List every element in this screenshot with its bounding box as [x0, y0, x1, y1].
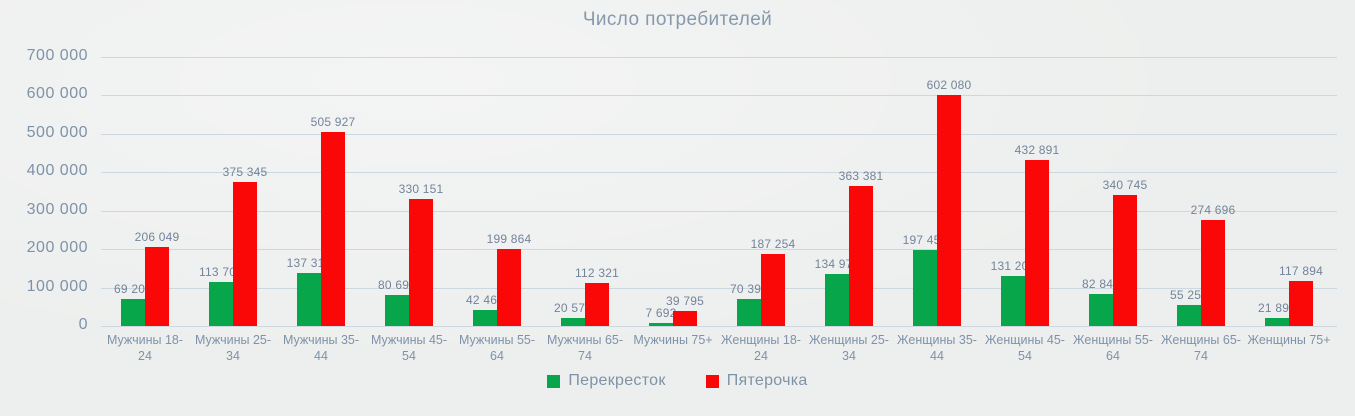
- bar-pyaterochka: [673, 310, 697, 326]
- value-label-pyaterochka: 274 696: [1190, 203, 1236, 218]
- value-label-perekrestok: 42 466: [466, 292, 504, 307]
- bar-perekrestok: [913, 250, 937, 326]
- legend-item-perekrestok: Перекресток: [547, 372, 665, 390]
- value-label-perekrestok: 20 576: [554, 301, 592, 316]
- value-label-perekrestok: 55 251: [1170, 287, 1208, 302]
- bar-pyaterochka: [1201, 220, 1225, 326]
- value-label-perekrestok: 80 695: [378, 277, 416, 292]
- bar-perekrestok: [1177, 304, 1201, 326]
- value-label-pyaterochka: 375 345: [222, 164, 268, 179]
- value-label-perekrestok: 70 398: [730, 281, 768, 296]
- bar-perekrestok: [473, 309, 497, 326]
- value-label-perekrestok: 197 450: [902, 233, 948, 248]
- x-axis-category-label: Женщины 35-44: [897, 333, 977, 364]
- legend: Перекресток Пятерочка: [0, 372, 1355, 390]
- bar-perekrestok: [1001, 275, 1025, 326]
- gridline: [101, 326, 1337, 327]
- x-axis-category-label: Мужчины 35-44: [282, 333, 360, 364]
- gridline: [101, 172, 1337, 174]
- bar-pyaterochka: [145, 246, 169, 326]
- value-label-perekrestok: 137 316: [286, 256, 332, 271]
- bar-pyaterochka: [321, 131, 345, 326]
- gridline: [101, 133, 1337, 135]
- bar-pyaterochka: [937, 94, 961, 326]
- value-label-pyaterochka: 602 080: [926, 77, 972, 92]
- bar-perekrestok: [385, 294, 409, 326]
- chart-title: Число потребителей: [582, 9, 773, 30]
- bar-perekrestok: [825, 274, 849, 326]
- bar-perekrestok: [737, 298, 761, 326]
- value-label-perekrestok: 21 899: [1258, 300, 1296, 315]
- value-label-perekrestok: 134 973: [814, 257, 860, 272]
- value-label-pyaterochka: 363 381: [838, 169, 884, 184]
- gridline: [101, 95, 1337, 97]
- x-axis-category-label: Мужчины 55-64: [458, 333, 536, 364]
- value-label-pyaterochka: 117 894: [1279, 263, 1323, 278]
- bar-perekrestok: [297, 273, 321, 326]
- x-axis-category-label: Женщины 45-54: [985, 333, 1065, 364]
- y-axis-tick-label: 100 000: [26, 277, 88, 295]
- legend-label-perekrestok: Перекресток: [568, 372, 666, 389]
- y-axis-tick-label: 0: [78, 316, 88, 333]
- value-label-perekrestok: 82 846: [1082, 277, 1120, 292]
- bar-perekrestok: [1089, 294, 1113, 326]
- legend-swatch-perekrestok: [547, 374, 561, 388]
- y-axis-tick-label: 600 000: [26, 85, 88, 103]
- x-axis-category-label: Женщины 55-64: [1073, 333, 1153, 364]
- x-axis-category-label: Женщины 25-34: [809, 333, 889, 364]
- x-axis-category-label: Мужчины 65-74: [546, 333, 624, 364]
- x-axis-category-label: Женщины 65-74: [1161, 333, 1241, 364]
- x-axis-category-label: Мужчины 18-24: [106, 333, 184, 364]
- legend-item-pyaterochka: Пятерочка: [705, 372, 808, 390]
- x-axis-category-label: Женщины 18-24: [721, 333, 801, 364]
- bar-perekrestok: [561, 318, 585, 326]
- bar-pyaterochka: [849, 186, 873, 326]
- bar-perekrestok: [1265, 317, 1289, 326]
- x-axis-category-label: Мужчины 75+: [633, 333, 713, 347]
- bar-pyaterochka: [497, 249, 521, 326]
- y-axis-tick-label: 200 000: [26, 239, 88, 257]
- bar-perekrestok: [649, 323, 673, 326]
- y-axis-tick-label: 400 000: [26, 162, 88, 180]
- x-axis-category-label: Женщины 75+: [1247, 333, 1331, 347]
- gridline: [101, 287, 1337, 289]
- bar-pyaterochka: [1025, 159, 1049, 326]
- value-label-pyaterochka: 330 151: [398, 182, 444, 197]
- gridline: [101, 57, 1337, 58]
- value-label-pyaterochka: 432 891: [1014, 142, 1060, 157]
- x-axis-category-label: Мужчины 45-54: [370, 333, 448, 364]
- bar-pyaterochka: [1289, 280, 1313, 326]
- value-label-pyaterochka: 39 795: [666, 293, 704, 308]
- bar-pyaterochka: [761, 254, 785, 326]
- value-label-pyaterochka: 187 254: [750, 237, 796, 252]
- value-label-perekrestok: 7 692: [645, 306, 677, 321]
- y-axis-tick-label: 300 000: [26, 200, 88, 218]
- gridline: [101, 210, 1337, 212]
- bar-pyaterochka: [585, 282, 609, 326]
- legend-swatch-pyaterochka: [705, 374, 719, 388]
- bar-pyaterochka: [233, 181, 257, 326]
- value-label-perekrestok: 131 201: [990, 258, 1036, 273]
- value-label-perekrestok: 69 200: [114, 282, 152, 297]
- value-label-pyaterochka: 112 321: [575, 265, 619, 280]
- gridline: [101, 249, 1337, 251]
- bar-perekrestok: [121, 299, 145, 326]
- value-label-perekrestok: 113 703: [199, 265, 243, 280]
- value-label-pyaterochka: 340 745: [1102, 178, 1148, 193]
- y-axis-tick-label: 700 000: [26, 47, 88, 64]
- value-label-pyaterochka: 505 927: [310, 114, 356, 129]
- bar-pyaterochka: [409, 199, 433, 326]
- bar-perekrestok: [209, 282, 233, 326]
- y-axis-tick-label: 500 000: [26, 123, 88, 141]
- bar-pyaterochka: [1113, 195, 1137, 326]
- legend-label-pyaterochka: Пятерочка: [726, 372, 808, 389]
- x-axis-category-label: Мужчины 25-34: [194, 333, 272, 364]
- value-label-pyaterochka: 206 049: [134, 229, 180, 244]
- value-label-pyaterochka: 199 864: [486, 232, 532, 247]
